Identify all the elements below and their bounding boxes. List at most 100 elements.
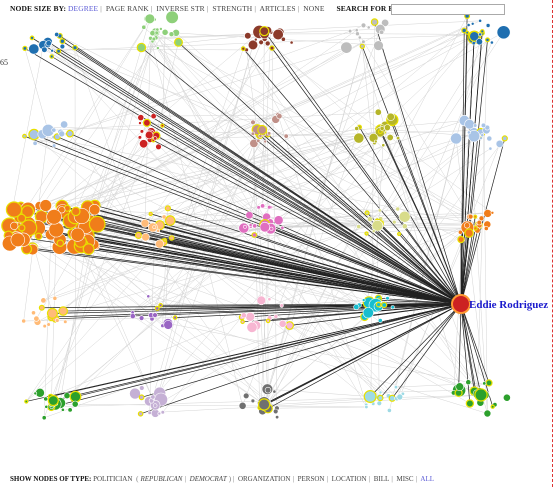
graph-node[interactable] [383, 124, 391, 131]
graph-node[interactable] [71, 400, 79, 408]
graph-node[interactable] [279, 303, 284, 308]
graph-node[interactable] [474, 388, 488, 402]
graph-node[interactable] [142, 118, 151, 127]
graph-node[interactable] [160, 410, 165, 415]
graph-node[interactable] [156, 46, 160, 50]
graph-node[interactable] [396, 136, 401, 141]
graph-node[interactable] [249, 138, 259, 148]
graph-node[interactable] [381, 143, 386, 148]
graph-node[interactable] [152, 312, 158, 318]
graph-node[interactable] [63, 392, 71, 399]
graph-node[interactable] [164, 215, 176, 226]
graph-node[interactable] [138, 394, 145, 401]
graph-node[interactable] [264, 40, 271, 47]
graph-node[interactable] [240, 319, 245, 325]
graph-node[interactable] [54, 318, 60, 323]
graph-node[interactable] [41, 415, 47, 421]
graph-node[interactable] [390, 305, 395, 310]
graph-node[interactable] [392, 219, 397, 225]
graph-node[interactable] [354, 126, 360, 131]
graph-node[interactable] [264, 386, 272, 394]
graph-node[interactable] [29, 35, 35, 41]
graph-node[interactable] [148, 211, 153, 217]
graph-node[interactable] [161, 28, 169, 36]
graph-node[interactable] [361, 298, 366, 302]
graph-node[interactable] [353, 303, 360, 310]
graph-node[interactable] [40, 297, 47, 304]
graph-node[interactable] [378, 390, 383, 395]
graph-node[interactable] [59, 43, 66, 50]
graph-node[interactable] [371, 219, 384, 232]
graph-node[interactable] [158, 302, 163, 308]
graph-node[interactable] [22, 133, 27, 139]
graph-node[interactable] [466, 23, 471, 27]
type-all[interactable]: ALL [420, 475, 434, 483]
graph-node[interactable] [465, 399, 475, 408]
graph-node[interactable] [129, 387, 141, 400]
graph-node[interactable] [32, 140, 38, 146]
graph-node[interactable] [246, 321, 258, 333]
graph-node[interactable] [260, 203, 266, 209]
graph-node[interactable] [280, 36, 286, 42]
graph-node[interactable] [471, 41, 476, 46]
graph-node[interactable] [467, 130, 481, 143]
graph-node[interactable] [240, 46, 246, 52]
graph-node[interactable] [243, 392, 250, 399]
graph-node[interactable] [395, 206, 401, 212]
graph-node[interactable] [153, 403, 158, 408]
graph-node[interactable] [267, 297, 272, 302]
graph-node[interactable] [138, 121, 142, 125]
graph-node[interactable] [379, 125, 385, 131]
graph-node[interactable] [67, 407, 73, 413]
graph-node[interactable] [289, 40, 294, 45]
graph-node[interactable] [272, 389, 277, 394]
entity-search-input[interactable] [391, 4, 505, 15]
graph-node[interactable] [72, 44, 78, 51]
graph-node[interactable] [381, 301, 388, 309]
graph-node[interactable] [54, 31, 60, 37]
graph-node[interactable] [455, 382, 465, 392]
graph-node[interactable] [174, 37, 184, 47]
graph-node[interactable] [257, 398, 271, 411]
graph-node[interactable] [366, 25, 371, 30]
graph-node[interactable] [49, 54, 55, 59]
graph-node[interactable] [464, 228, 474, 238]
graph-node[interactable] [386, 134, 394, 142]
graph-node[interactable] [480, 122, 487, 128]
graph-node[interactable] [370, 18, 379, 26]
graph-node[interactable] [141, 24, 147, 30]
graph-node[interactable] [250, 131, 255, 136]
graph-node[interactable] [461, 27, 468, 34]
type-politician[interactable]: POLITICIAN [93, 475, 133, 483]
size-by-inverse-str[interactable]: INVERSE STR [156, 4, 205, 13]
graph-node[interactable] [10, 232, 25, 248]
graph-node[interactable] [82, 243, 95, 256]
graph-node[interactable] [245, 311, 255, 322]
graph-node[interactable] [357, 35, 362, 40]
graph-node[interactable] [70, 227, 85, 242]
graph-node[interactable] [243, 224, 247, 229]
graph-node[interactable] [71, 206, 81, 217]
graph-node[interactable] [160, 123, 165, 128]
graph-node[interactable] [41, 46, 48, 53]
graph-node[interactable] [46, 322, 51, 327]
graph-node[interactable] [61, 407, 65, 412]
graph-node[interactable] [483, 226, 489, 231]
graph-node[interactable] [136, 42, 147, 53]
graph-node[interactable] [154, 30, 159, 35]
graph-node[interactable] [259, 26, 270, 37]
size-by-articles[interactable]: ARTICLES [259, 4, 296, 13]
graph-node[interactable] [381, 18, 390, 27]
graph-node[interactable] [269, 226, 274, 231]
graph-node[interactable] [373, 40, 384, 51]
graph-node[interactable] [149, 30, 156, 37]
graph-node[interactable] [137, 410, 144, 417]
size-by-none[interactable]: NONE [303, 4, 325, 13]
graph-node[interactable] [269, 45, 275, 51]
graph-node[interactable] [33, 315, 40, 322]
graph-node[interactable] [60, 120, 69, 129]
graph-node[interactable] [465, 379, 472, 386]
graph-node[interactable] [129, 313, 136, 319]
graph-node[interactable] [490, 211, 495, 215]
graph-node[interactable] [263, 139, 268, 144]
